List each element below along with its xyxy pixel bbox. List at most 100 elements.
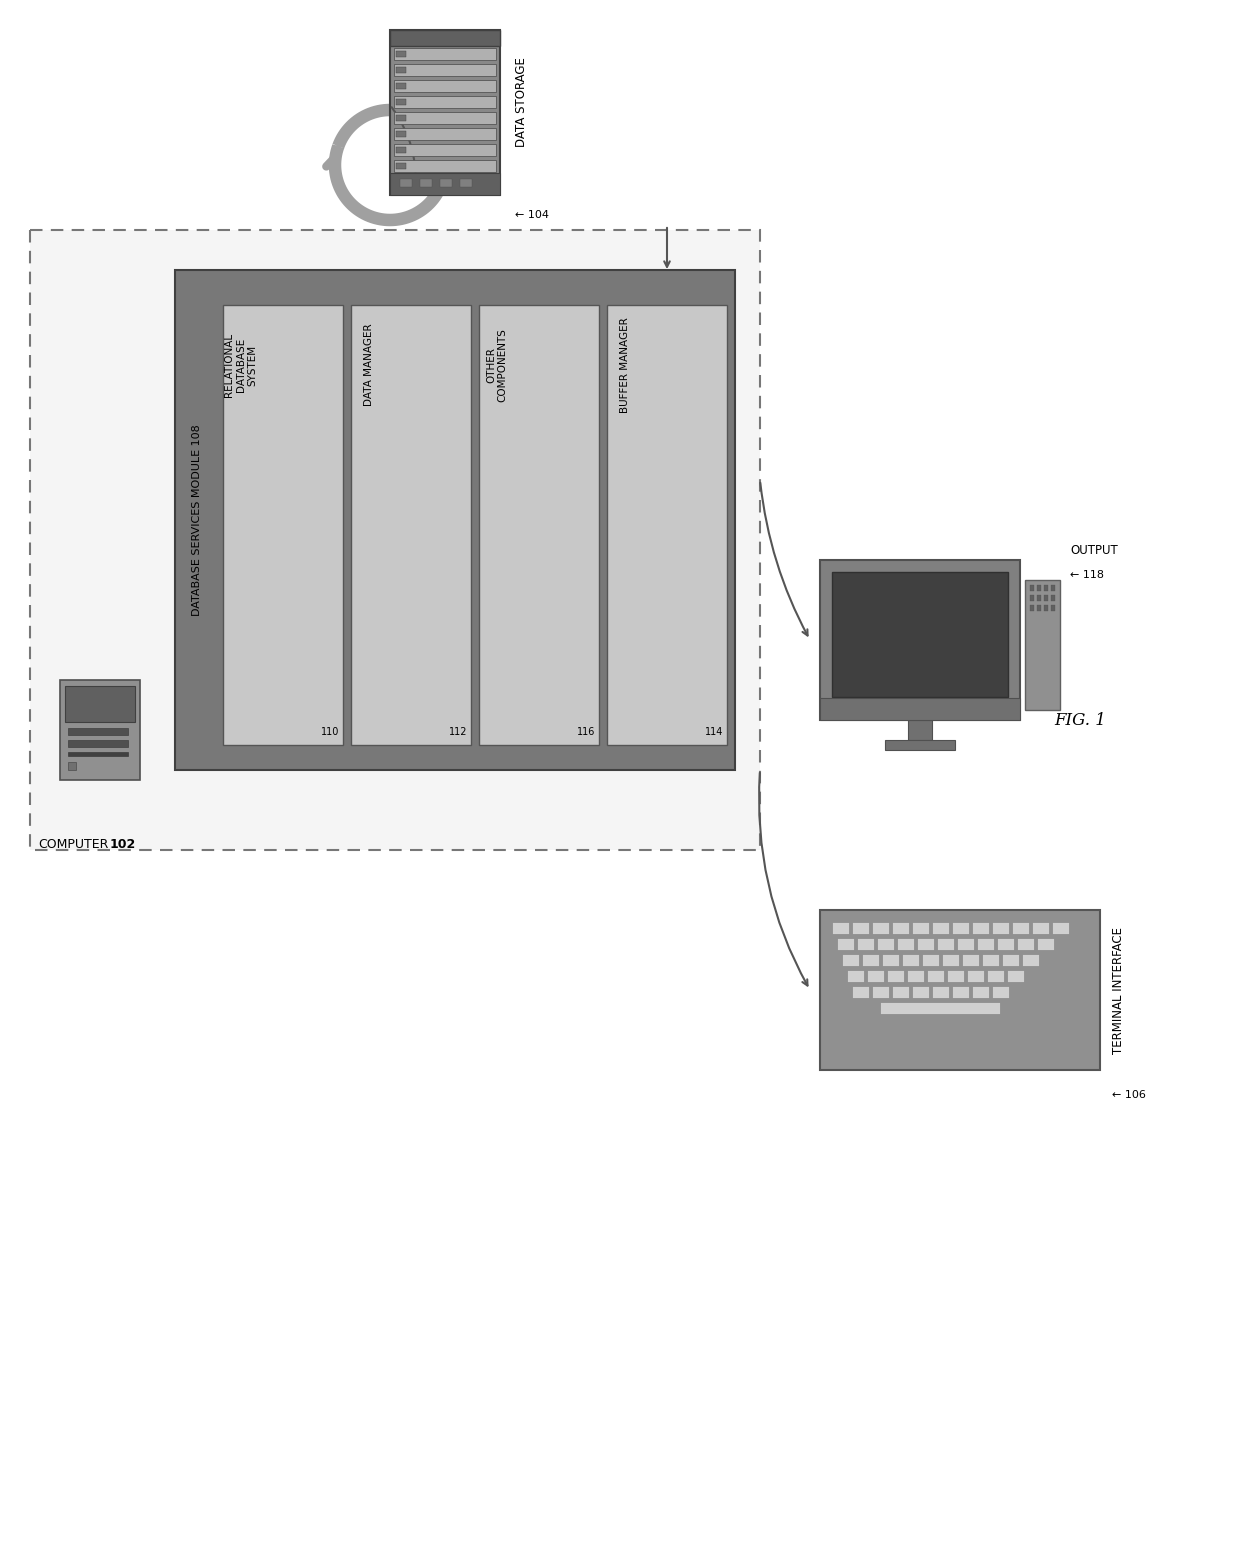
Bar bbox=[947, 970, 963, 982]
Bar bbox=[68, 740, 128, 747]
Bar bbox=[394, 129, 496, 139]
Bar bbox=[982, 954, 999, 967]
Bar bbox=[1044, 595, 1048, 601]
Bar bbox=[1025, 579, 1060, 709]
Bar bbox=[460, 180, 472, 187]
Bar bbox=[837, 939, 854, 950]
Bar bbox=[972, 987, 990, 998]
Bar bbox=[932, 987, 949, 998]
Bar bbox=[396, 51, 405, 57]
Bar bbox=[68, 728, 128, 734]
Bar bbox=[820, 561, 1021, 720]
Bar bbox=[1032, 922, 1049, 934]
Bar bbox=[479, 305, 599, 745]
Bar bbox=[932, 922, 949, 934]
Bar bbox=[847, 970, 864, 982]
Bar bbox=[928, 970, 944, 982]
Bar bbox=[396, 163, 405, 169]
Bar bbox=[1037, 606, 1042, 610]
Bar bbox=[862, 954, 879, 967]
Bar bbox=[394, 160, 496, 172]
Bar bbox=[852, 922, 869, 934]
Bar bbox=[420, 180, 432, 187]
Bar bbox=[351, 305, 471, 745]
Bar bbox=[887, 970, 904, 982]
Text: ← 106: ← 106 bbox=[1112, 1090, 1146, 1100]
Bar bbox=[64, 686, 135, 722]
Text: FIG. 1: FIG. 1 bbox=[1054, 711, 1106, 728]
Bar bbox=[1052, 606, 1055, 610]
Text: 114: 114 bbox=[704, 726, 723, 737]
Bar bbox=[937, 939, 954, 950]
Text: RELATIONAL
DATABASE
SYSTEM: RELATIONAL DATABASE SYSTEM bbox=[224, 333, 258, 397]
Text: DATABASE SERVICES MODULE 108: DATABASE SERVICES MODULE 108 bbox=[192, 424, 202, 617]
Bar bbox=[401, 180, 412, 187]
Bar bbox=[892, 987, 909, 998]
Bar bbox=[987, 970, 1004, 982]
Bar bbox=[942, 954, 959, 967]
Bar bbox=[872, 987, 889, 998]
Bar bbox=[1030, 606, 1034, 610]
Bar bbox=[882, 954, 899, 967]
Bar bbox=[1030, 595, 1034, 601]
Bar bbox=[923, 954, 939, 967]
Bar bbox=[872, 922, 889, 934]
Bar bbox=[440, 180, 453, 187]
Bar bbox=[911, 987, 929, 998]
Bar bbox=[897, 939, 914, 950]
Bar bbox=[396, 99, 405, 105]
Text: OTHER
COMPONENTS: OTHER COMPONENTS bbox=[486, 328, 508, 401]
Bar bbox=[962, 954, 980, 967]
Bar bbox=[992, 922, 1009, 934]
Bar bbox=[877, 939, 894, 950]
Bar bbox=[394, 96, 496, 108]
Text: 112: 112 bbox=[449, 726, 467, 737]
Bar bbox=[396, 67, 405, 73]
Text: 116: 116 bbox=[577, 726, 595, 737]
Bar bbox=[867, 970, 884, 982]
Text: TERMINAL INTERFACE: TERMINAL INTERFACE bbox=[1112, 926, 1125, 1053]
Bar bbox=[1044, 606, 1048, 610]
Bar bbox=[394, 64, 496, 76]
Bar bbox=[952, 987, 968, 998]
Bar bbox=[880, 1002, 999, 1015]
Bar bbox=[1022, 954, 1039, 967]
Bar bbox=[820, 699, 1021, 720]
Text: OUTPUT: OUTPUT bbox=[1070, 544, 1117, 556]
Bar bbox=[842, 954, 859, 967]
Text: DATA MANAGER: DATA MANAGER bbox=[365, 324, 374, 406]
Text: ← 104: ← 104 bbox=[515, 211, 549, 220]
Bar bbox=[1052, 922, 1069, 934]
Bar bbox=[391, 29, 500, 46]
Bar bbox=[608, 305, 727, 745]
Bar bbox=[1052, 586, 1055, 592]
Text: DATA STORAGE: DATA STORAGE bbox=[515, 57, 528, 147]
Bar bbox=[396, 84, 405, 88]
Bar bbox=[852, 987, 869, 998]
Bar bbox=[918, 939, 934, 950]
Bar bbox=[892, 922, 909, 934]
Bar bbox=[1017, 939, 1034, 950]
Bar bbox=[952, 922, 968, 934]
Bar bbox=[832, 572, 1008, 697]
Bar bbox=[396, 132, 405, 136]
Bar bbox=[391, 173, 500, 195]
Bar bbox=[832, 922, 849, 934]
Text: 102: 102 bbox=[110, 838, 136, 850]
Bar bbox=[885, 740, 955, 750]
Bar bbox=[68, 751, 128, 756]
Bar bbox=[391, 29, 500, 195]
Bar bbox=[908, 720, 932, 740]
Bar bbox=[820, 909, 1100, 1070]
Bar bbox=[1037, 939, 1054, 950]
Text: COMPUTER: COMPUTER bbox=[38, 838, 108, 850]
Text: ← 118: ← 118 bbox=[1070, 570, 1104, 579]
Text: 110: 110 bbox=[321, 726, 339, 737]
Bar bbox=[977, 939, 994, 950]
Bar bbox=[1012, 922, 1029, 934]
Bar bbox=[997, 939, 1014, 950]
Bar bbox=[957, 939, 973, 950]
Bar bbox=[396, 115, 405, 121]
Bar bbox=[911, 922, 929, 934]
Bar bbox=[394, 144, 496, 156]
